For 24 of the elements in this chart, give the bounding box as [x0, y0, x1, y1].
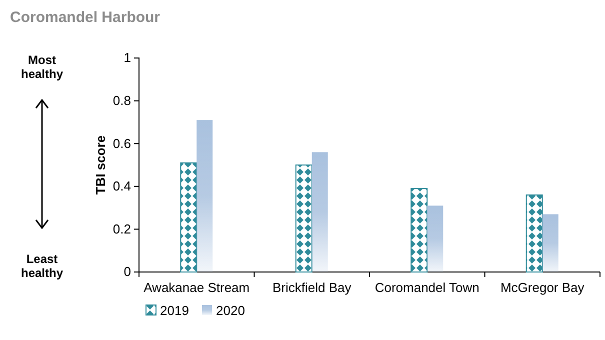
y-axis-title: TBI score — [93, 135, 108, 195]
text: Least healthy — [20, 252, 64, 280]
y-tick-label: 0 — [124, 264, 131, 280]
y-tick-label: 1 — [124, 50, 131, 66]
legend-label: 2019 — [160, 303, 189, 318]
chart-title: Coromandel Harbour — [10, 9, 160, 26]
legend-label: 2020 — [216, 303, 245, 318]
bar — [410, 188, 428, 272]
x-tick-label: Coromandel Town — [374, 280, 480, 295]
bar — [196, 120, 213, 272]
text: Most healthy — [20, 53, 64, 81]
x-tick-label: Brickfield Bay — [272, 280, 352, 295]
bar — [542, 214, 558, 272]
bar — [312, 152, 328, 272]
x-tick-label: McGregor Bay — [500, 280, 585, 295]
y-tick-label: 0.4 — [112, 178, 131, 194]
y-tick-label: 0.8 — [112, 92, 131, 108]
bar — [526, 194, 543, 272]
y-tick-label: 0.6 — [112, 136, 131, 151]
bar — [295, 164, 312, 272]
x-tick-label: Awakanae Stream — [144, 280, 250, 295]
bar — [180, 162, 198, 272]
bar — [427, 206, 444, 272]
y-tick-label: 0.2 — [112, 221, 131, 236]
